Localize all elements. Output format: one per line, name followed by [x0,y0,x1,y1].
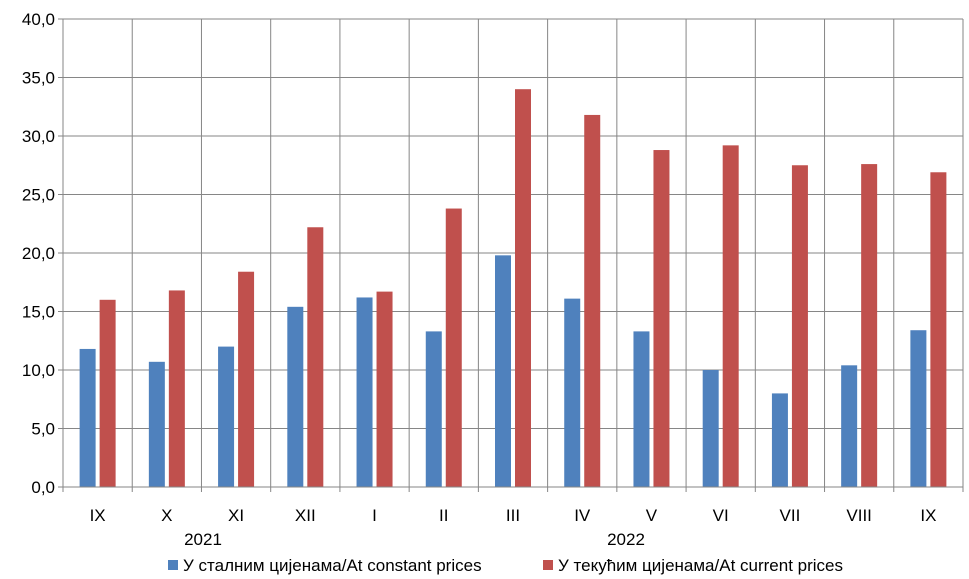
bar-constant-prices [79,348,96,487]
bar-constant-prices [564,298,581,487]
x-tick-label: III [506,506,520,525]
x-tick-label: XI [228,506,244,525]
bar-current-prices [584,114,601,487]
x-tick-label: XII [295,506,316,525]
bar-current-prices [307,227,324,487]
bar-current-prices [376,291,393,487]
y-tick-label: 40,0 [22,10,55,29]
bar-current-prices [722,145,739,488]
x-tick-label: VIII [846,506,872,525]
bar-constant-prices [702,370,719,487]
bar-constant-prices [425,331,442,487]
bar-constant-prices [841,365,858,487]
bar-current-prices [861,164,878,487]
year-labels: 2021 2022 [184,530,645,549]
y-tick-label: 20,0 [22,244,55,263]
bar-constant-prices [218,346,235,487]
y-tick-label: 10,0 [22,361,55,380]
bar-constant-prices [771,393,788,487]
y-tick-labels: 0,0 5,0 10,0 15,0 20,0 25,0 30,0 35,0 40,0 [22,10,55,497]
grid-lines [63,18,964,487]
bar-constant-prices [910,330,927,487]
y-tick-label: 25,0 [22,186,55,205]
bar-current-prices [791,165,808,487]
bar-current-prices [168,290,185,487]
bar-constant-prices [356,297,373,487]
legend-swatch-constant [168,560,178,570]
legend-label-constant: У сталним цијенама/At constant prices [183,556,482,575]
bar-current-prices [445,208,462,488]
y-tick-label: 35,0 [22,69,55,88]
x-tick-label: IV [574,506,591,525]
bar-current-prices [515,89,531,487]
bar-constant-prices [287,306,304,487]
legend-label-current: У текућим цијенама/At current prices [558,556,843,575]
x-tick-label: VI [713,506,729,525]
x-tick-label: V [646,506,658,525]
y-tick-label: 0,0 [31,478,55,497]
x-tick-label: IX [90,506,106,525]
x-tick-label: VII [780,506,801,525]
legend-swatch-current [543,560,553,570]
year-label-2022: 2022 [607,530,645,549]
x-tick-label: I [372,506,377,525]
bar-constant-prices [633,331,650,487]
x-tick-label: X [161,506,172,525]
bar-current-prices [238,271,255,487]
bars [79,89,947,488]
bar-constant-prices [148,361,165,487]
bar-current-prices [930,172,947,487]
x-tick-label: II [439,506,448,525]
axes [58,18,964,492]
bar-constant-prices [495,255,511,487]
year-label-2021: 2021 [184,530,222,549]
x-tick-labels: IX X XI XII I II III IV V VI VII VIII IX [90,506,937,525]
y-tick-label: 5,0 [31,420,55,439]
bar-current-prices [653,150,670,488]
x-tick-label: IX [920,506,936,525]
y-tick-label: 15,0 [22,303,55,322]
bar-current-prices [99,299,116,487]
legend: У сталним цијенама/At constant prices У т… [168,556,843,575]
y-tick-label: 30,0 [22,127,55,146]
